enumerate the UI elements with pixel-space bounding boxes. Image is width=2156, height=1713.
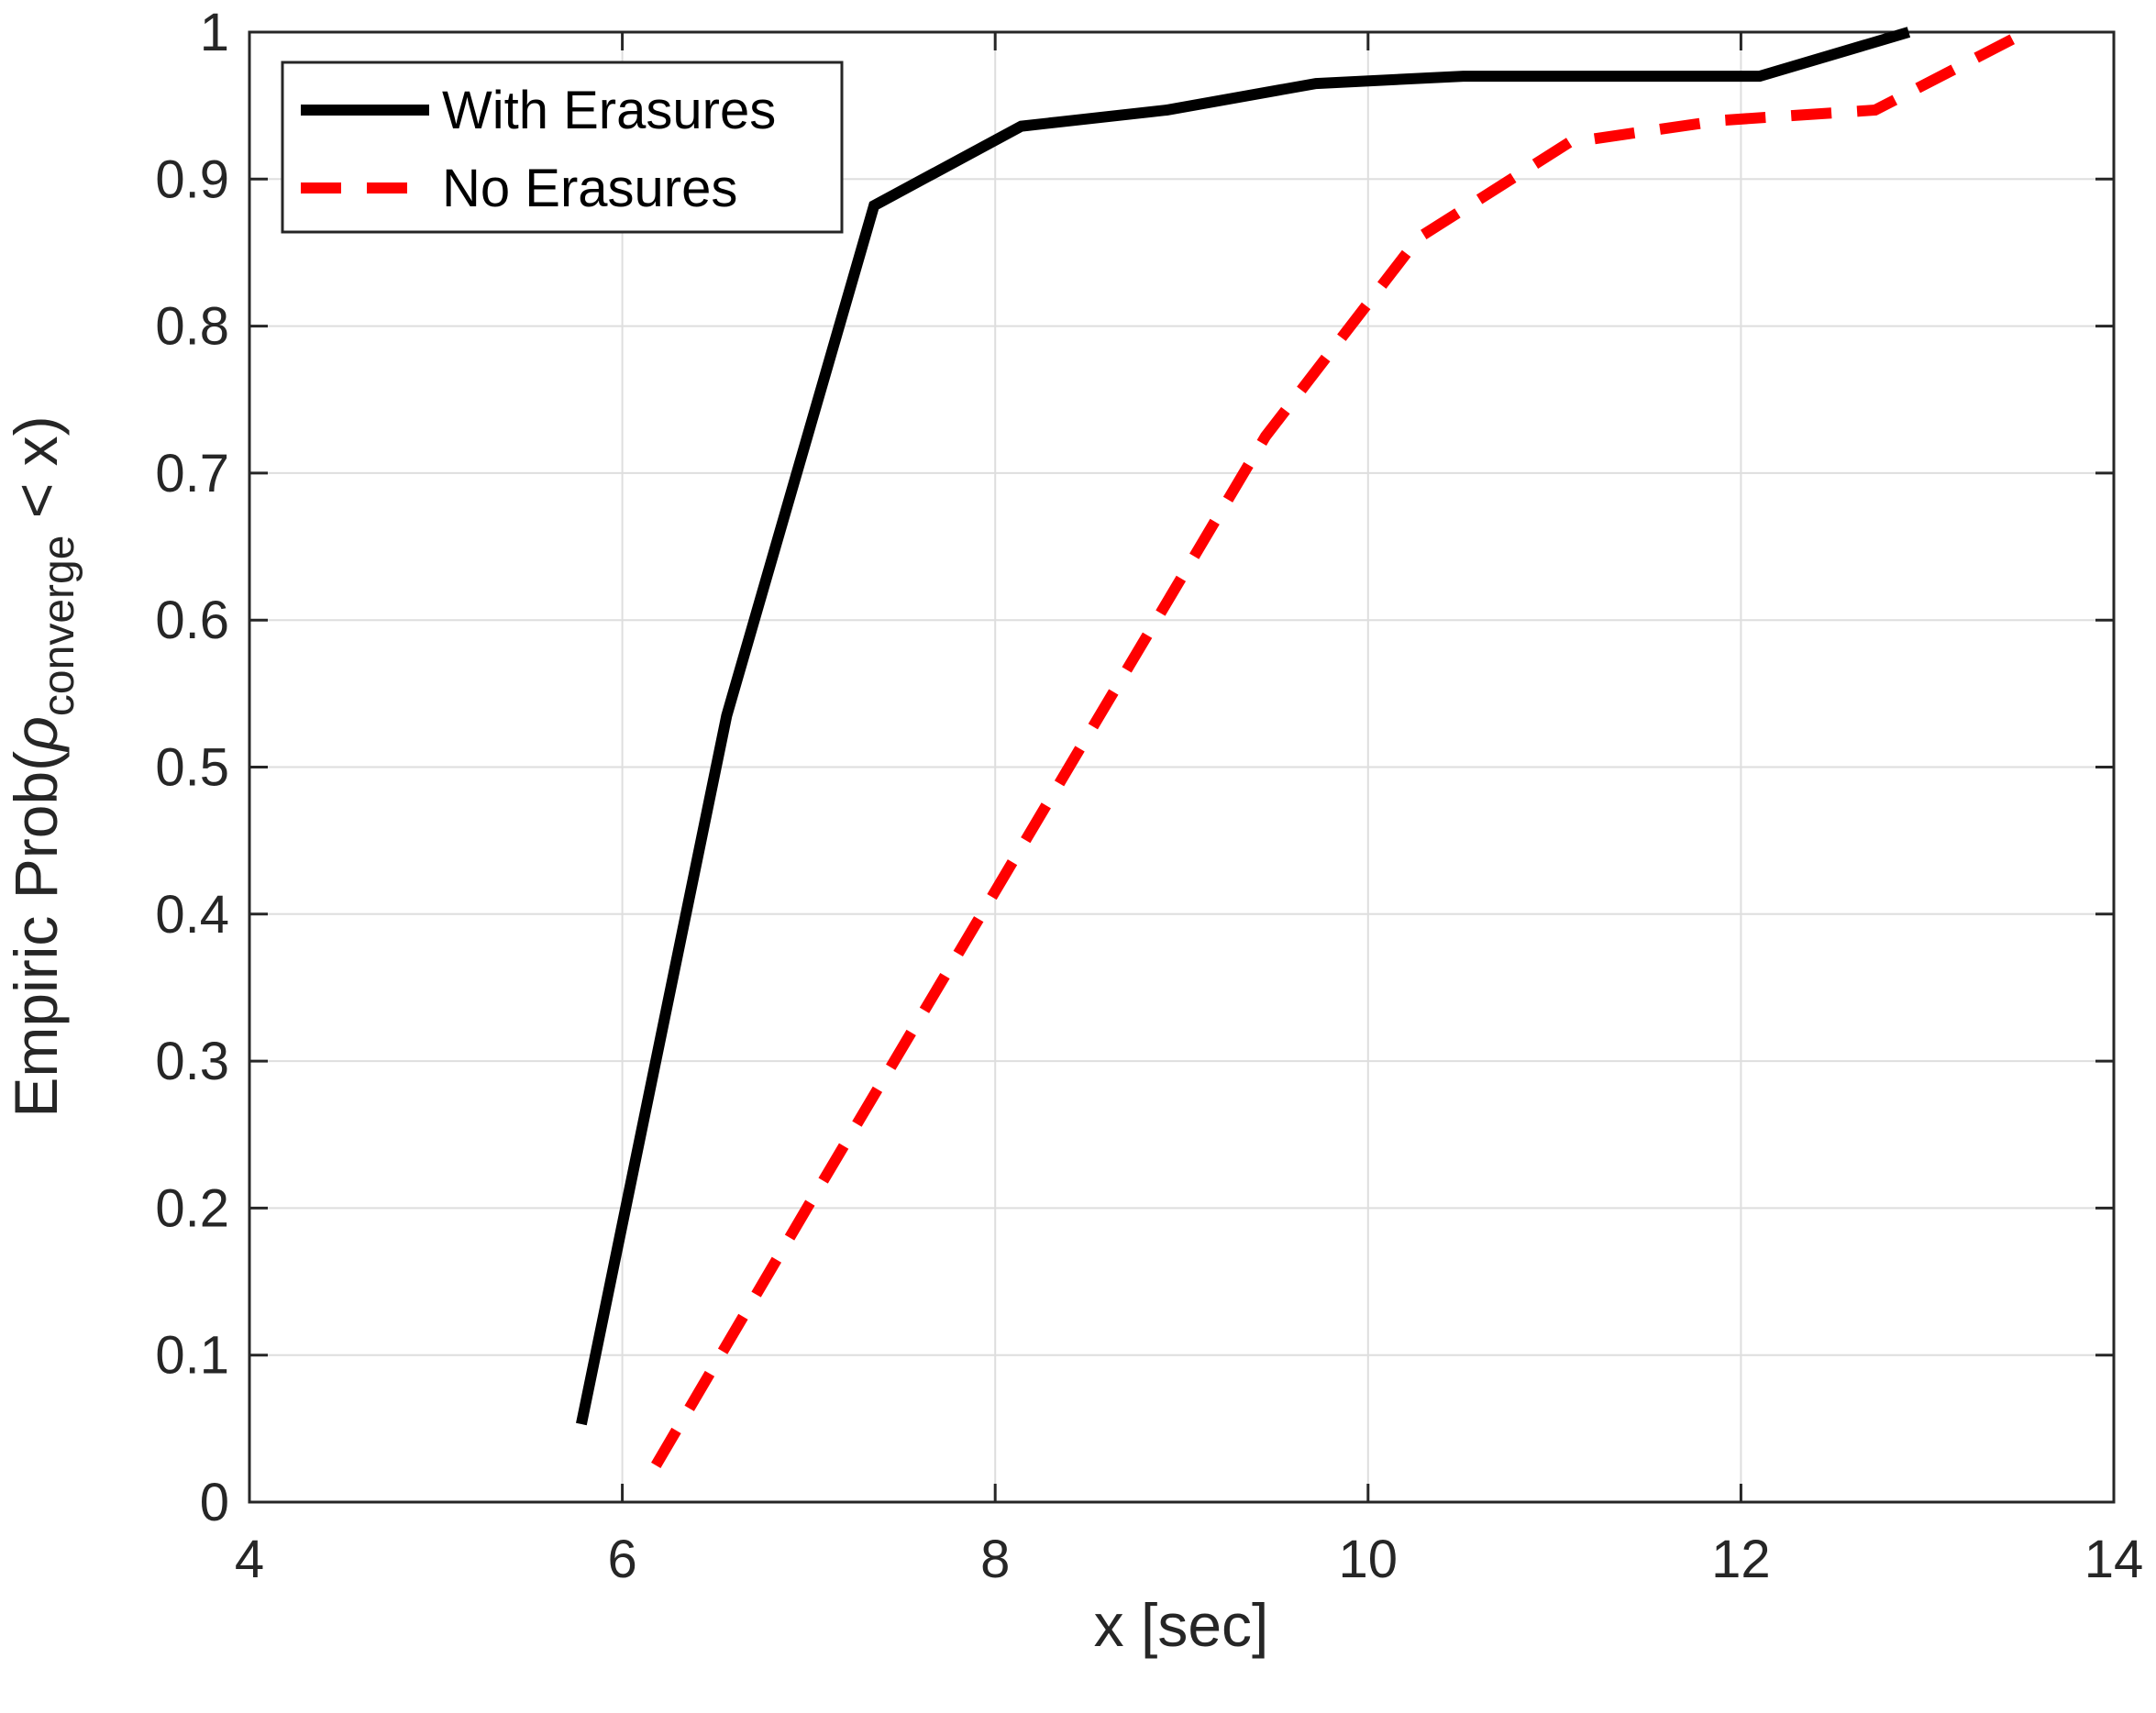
x-axis-title: x [sec] [1094,1591,1269,1659]
x-tick-label: 8 [980,1530,1010,1589]
y-tick-label: 0.5 [155,738,229,798]
y-tick-label: 0.3 [155,1032,229,1091]
y-axis-title-prefix: Empiric Prob( [2,751,70,1118]
x-tick-label: 4 [235,1530,264,1589]
y-axis-title-suffix: < x) [2,415,70,535]
series-lines [576,27,2029,1468]
x-tick-label: 6 [607,1530,636,1589]
y-tick-label: 0.6 [155,591,229,650]
y-tick-label: 0.7 [155,444,229,503]
series-line-with-erasures [576,27,1911,1426]
y-axis-title-symbol: ρ [2,716,70,753]
legend-box [281,61,844,234]
x-tick-label: 10 [1339,1530,1399,1589]
y-tick-label: 1 [200,3,229,62]
y-tick-label: 0.1 [155,1326,229,1386]
series-line-no-erasures [651,27,2029,1468]
legend-label-with-erasures: With Erasures [442,81,776,140]
grid-lines [249,31,2115,1503]
y-tick-label: 0 [200,1473,229,1532]
x-tick-label: 12 [1711,1530,1771,1589]
axis-ticks: 4 6 8 10 12 14 0 0.1 0.2 0.3 0.4 0.5 0.6 0.7 0.8 0.9 1 [155,3,2143,1589]
y-axis-title-subscript: converge [35,536,83,716]
y-tick-label: 0.4 [155,885,229,945]
legend: With Erasures No Erasures [281,61,844,234]
y-tick-label: 0.9 [155,149,229,209]
y-axis-title: Empiric Prob(ρconverge < x) [2,415,83,1117]
x-tick-label: 14 [2084,1530,2144,1589]
y-tick-label: 0.8 [155,297,229,357]
y-tick-label: 0.2 [155,1178,229,1238]
legend-label-no-erasures: No Erasures [442,159,737,218]
